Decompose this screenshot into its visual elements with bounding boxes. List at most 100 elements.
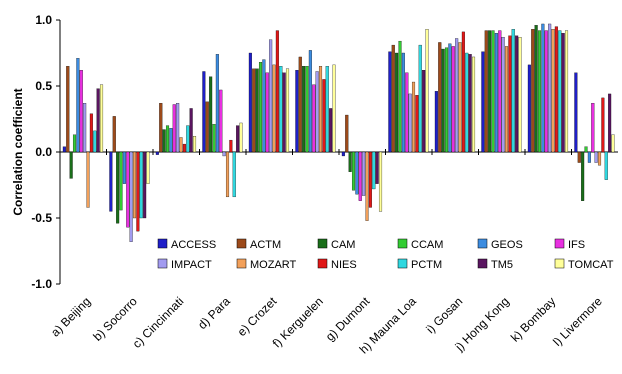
bar-actm-11 — [531, 29, 535, 153]
bar-nies-4 — [229, 139, 233, 153]
bar-geos-6 — [308, 50, 312, 153]
legend-label-mozart: MOZART — [250, 259, 297, 271]
category-label: l) Livermore — [550, 294, 605, 349]
legend-swatch-geos — [477, 238, 488, 249]
legend-label-ccam: CCAM — [411, 239, 443, 251]
bars — [62, 23, 615, 242]
bar-tomcat-11 — [564, 30, 569, 153]
bar-tm5-7 — [375, 151, 379, 184]
legend-swatch-nies — [317, 258, 328, 269]
bar-cam-12 — [581, 151, 585, 201]
bar-ccam-10 — [491, 30, 495, 153]
bar-geos-2 — [122, 151, 126, 184]
bar-nies-6 — [322, 79, 326, 153]
bar-tm5-5 — [282, 72, 286, 153]
bar-cam-3 — [162, 129, 166, 153]
bar-tomcat-1 — [99, 84, 104, 153]
bar-tomcat-8 — [425, 29, 429, 153]
bar-geos-11 — [541, 23, 545, 153]
bar-ifs-10 — [498, 30, 502, 153]
bar-mozart-12 — [597, 151, 602, 166]
bar-actm-6 — [298, 56, 302, 153]
bar-pctm-1 — [93, 130, 97, 153]
bar-impact-8 — [408, 93, 412, 153]
bar-geos-5 — [262, 59, 266, 153]
bar-mozart-6 — [318, 66, 323, 153]
bar-tm5-1 — [96, 88, 100, 153]
bar-ccam-1 — [72, 134, 77, 153]
bar-actm-7 — [345, 114, 349, 153]
legend-swatch-cam — [317, 238, 328, 249]
bar-pctm-5 — [279, 66, 283, 153]
bar-actm-4 — [205, 101, 209, 153]
bar-nies-10 — [508, 35, 512, 153]
bar-tm5-6 — [329, 108, 333, 153]
bar-cam-1 — [69, 151, 73, 179]
bar-tm5-2 — [143, 151, 147, 219]
bar-ifs-9 — [451, 46, 455, 153]
bar-mozart-11 — [551, 29, 555, 153]
bar-pctm-4 — [232, 151, 236, 198]
bar-mozart-9 — [458, 42, 462, 153]
legend-label-ifs: IFS — [568, 239, 585, 251]
bar-cam-4 — [209, 76, 213, 153]
bar-nies-9 — [461, 31, 465, 153]
bar-actm-2 — [112, 116, 116, 153]
bar-geos-4 — [215, 54, 219, 153]
bar-pctm-11 — [558, 30, 562, 153]
bar-tomcat-4 — [239, 122, 243, 153]
y-axis-label: Correlation coefficient — [11, 88, 25, 215]
bar-ccam-6 — [305, 66, 309, 153]
bar-tomcat-6 — [332, 64, 336, 153]
legend-swatch-tomcat — [554, 258, 565, 269]
legend-label-cam: CAM — [331, 239, 355, 251]
bar-ccam-9 — [444, 47, 449, 153]
bar-cam-11 — [534, 25, 538, 153]
bar-actm-1 — [66, 66, 70, 153]
bar-access-5 — [248, 52, 252, 153]
bar-geos-10 — [494, 33, 498, 153]
bar-access-10 — [481, 51, 485, 153]
bar-mozart-7 — [365, 151, 369, 221]
bar-impact-5 — [269, 39, 273, 153]
bar-geos-12 — [587, 151, 591, 163]
bar-nies-11 — [554, 26, 558, 153]
bar-cam-8 — [395, 52, 399, 153]
bar-tomcat-7 — [378, 151, 383, 212]
bar-mozart-3 — [179, 137, 183, 153]
category-label: d) Para — [195, 294, 233, 332]
legend-label-pctm: PCTM — [411, 259, 442, 271]
legend-label-tm5: TM5 — [491, 259, 513, 271]
bar-tomcat-12 — [611, 134, 615, 153]
category-label: f) Kerguelen — [270, 294, 326, 350]
bar-ccam-2 — [119, 151, 123, 211]
legend: ACCESS ACTM CAM CCAM GEOS IFS IMPACT MOZART NIES… — [157, 238, 614, 271]
bar-impact-3 — [176, 103, 180, 153]
bar-impact-6 — [315, 71, 319, 153]
bar-mozart-4 — [225, 151, 230, 198]
bar-ifs-1 — [79, 70, 83, 153]
bar-tm5-12 — [608, 93, 612, 153]
bar-nies-1 — [89, 113, 93, 153]
bar-ccam-4 — [212, 124, 216, 153]
bar-nies-3 — [182, 143, 186, 153]
legend-label-nies: NIES — [331, 259, 357, 271]
y-tick-label: 1.0 — [35, 13, 52, 27]
bar-cam-10 — [488, 30, 492, 153]
bar-pctm-2 — [139, 151, 143, 219]
bar-ifs-11 — [544, 30, 548, 153]
bar-nies-5 — [275, 30, 279, 153]
bar-access-12 — [574, 72, 578, 153]
bar-ifs-5 — [265, 72, 269, 153]
bar-access-9 — [434, 91, 438, 153]
bar-geos-1 — [76, 58, 80, 153]
bar-tm5-4 — [236, 125, 240, 153]
bar-pctm-8 — [418, 44, 422, 153]
bar-ifs-12 — [591, 103, 595, 153]
legend-swatch-tm5 — [477, 258, 488, 269]
bar-actm-3 — [159, 103, 163, 153]
bar-nies-8 — [415, 95, 419, 153]
bar-cam-5 — [255, 68, 259, 153]
legend-swatch-ccam — [397, 238, 408, 249]
